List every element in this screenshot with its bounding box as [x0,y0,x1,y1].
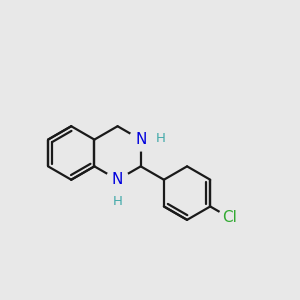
Text: H: H [156,132,166,145]
Text: H: H [112,195,122,208]
Text: Cl: Cl [223,210,237,225]
Circle shape [106,168,129,191]
Circle shape [219,206,241,229]
Text: N: N [112,172,123,187]
Circle shape [129,128,152,151]
Text: N: N [135,132,146,147]
